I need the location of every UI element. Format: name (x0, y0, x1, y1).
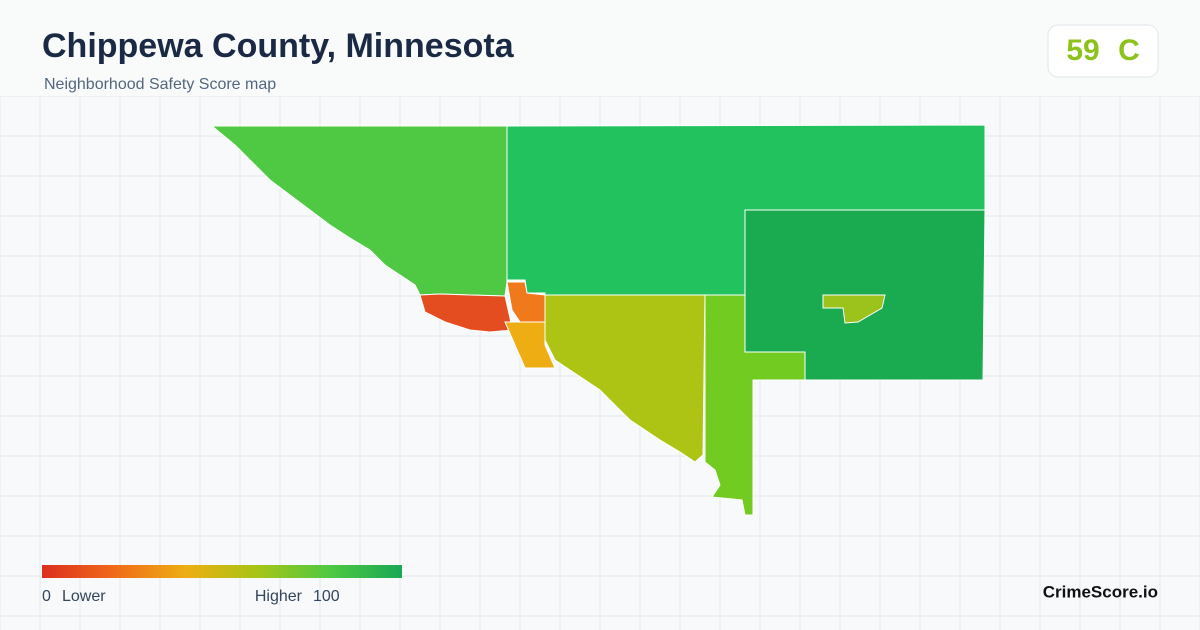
region (504, 321, 556, 369)
region (544, 294, 706, 463)
region (704, 294, 806, 516)
map (210, 124, 986, 516)
subtitle: Neighborhood Safety Score map (44, 76, 276, 93)
header-bg (0, 0, 1200, 96)
legend-min: 0 (42, 588, 51, 605)
score-grade: C (1118, 34, 1140, 67)
region (506, 281, 546, 323)
title: Chippewa County, Minnesota (42, 27, 515, 65)
legend-high: Higher (255, 588, 303, 605)
score-value: 59 (1066, 34, 1099, 67)
legend-low: Lower (62, 588, 106, 605)
legend-bar (42, 565, 402, 578)
legend-max: 100 (313, 588, 340, 605)
score-badge (1047, 24, 1159, 78)
brand: CrimeScore.io (1043, 582, 1158, 601)
region (822, 294, 886, 324)
